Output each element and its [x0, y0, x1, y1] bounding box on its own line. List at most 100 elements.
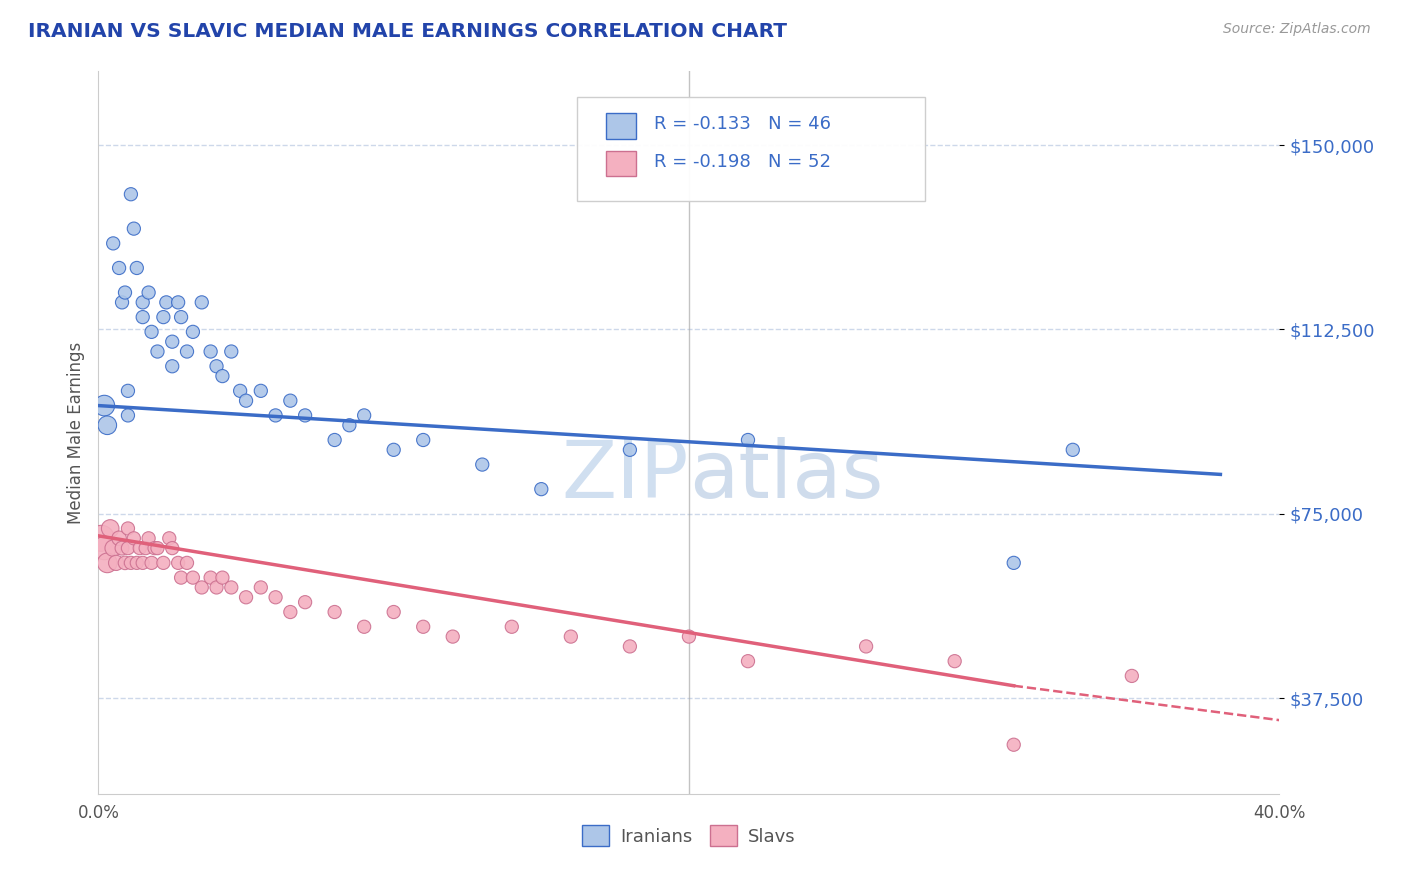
- Point: [146, 541, 169, 555]
- FancyBboxPatch shape: [576, 96, 925, 202]
- Point: [181, 571, 204, 585]
- Point: [155, 295, 177, 310]
- Point: [141, 325, 163, 339]
- Text: R = -0.133   N = 46: R = -0.133 N = 46: [654, 115, 831, 133]
- Point: [152, 310, 174, 325]
- Point: [96, 418, 118, 433]
- Point: [117, 541, 139, 555]
- Point: [135, 541, 157, 555]
- Point: [211, 571, 233, 585]
- Point: [323, 433, 346, 447]
- Point: [176, 344, 198, 359]
- Point: [250, 384, 273, 398]
- Point: [162, 334, 183, 349]
- FancyBboxPatch shape: [606, 113, 636, 138]
- Point: [1121, 669, 1143, 683]
- Point: [441, 630, 464, 644]
- Point: [138, 531, 160, 545]
- Text: ZIP: ZIP: [561, 437, 689, 515]
- Point: [120, 556, 142, 570]
- Point: [125, 556, 148, 570]
- Point: [855, 640, 877, 654]
- Point: [138, 285, 160, 300]
- Point: [152, 556, 174, 570]
- Text: R = -0.198   N = 52: R = -0.198 N = 52: [654, 153, 831, 170]
- Point: [132, 295, 155, 310]
- Point: [619, 442, 641, 457]
- Text: IRANIAN VS SLAVIC MEDIAN MALE EARNINGS CORRELATION CHART: IRANIAN VS SLAVIC MEDIAN MALE EARNINGS C…: [28, 22, 787, 41]
- Point: [471, 458, 494, 472]
- Point: [205, 581, 228, 595]
- FancyBboxPatch shape: [606, 151, 636, 176]
- Point: [117, 409, 139, 423]
- Point: [170, 310, 193, 325]
- Point: [117, 521, 139, 535]
- Text: atlas: atlas: [689, 437, 883, 515]
- Point: [211, 369, 233, 384]
- Point: [157, 531, 180, 545]
- Point: [560, 630, 582, 644]
- Point: [264, 409, 287, 423]
- Point: [108, 260, 131, 275]
- Point: [103, 541, 125, 555]
- Point: [132, 310, 155, 325]
- Point: [111, 541, 134, 555]
- Point: [93, 541, 115, 555]
- Point: [339, 418, 361, 433]
- Point: [737, 433, 759, 447]
- Point: [353, 620, 375, 634]
- Point: [114, 556, 136, 570]
- Point: [294, 595, 316, 609]
- Point: [143, 541, 166, 555]
- Point: [353, 409, 375, 423]
- Legend: Iranians, Slavs: Iranians, Slavs: [575, 818, 803, 854]
- Point: [181, 325, 204, 339]
- Point: [167, 556, 190, 570]
- Point: [141, 556, 163, 570]
- Point: [382, 605, 405, 619]
- Point: [200, 344, 222, 359]
- Point: [412, 433, 434, 447]
- Point: [619, 640, 641, 654]
- Point: [93, 399, 115, 413]
- Point: [323, 605, 346, 619]
- Point: [1002, 738, 1025, 752]
- Point: [162, 541, 183, 555]
- Point: [1002, 556, 1025, 570]
- Point: [98, 521, 121, 535]
- Point: [167, 295, 190, 310]
- Point: [125, 260, 148, 275]
- Point: [221, 581, 243, 595]
- Point: [229, 384, 252, 398]
- Point: [235, 393, 257, 408]
- Point: [117, 384, 139, 398]
- Point: [162, 359, 183, 374]
- Point: [108, 531, 131, 545]
- Text: Source: ZipAtlas.com: Source: ZipAtlas.com: [1223, 22, 1371, 37]
- Point: [412, 620, 434, 634]
- Point: [205, 359, 228, 374]
- Point: [678, 630, 700, 644]
- Point: [191, 581, 214, 595]
- Point: [128, 541, 150, 555]
- Point: [235, 591, 257, 605]
- Point: [170, 571, 193, 585]
- Point: [90, 531, 112, 545]
- Y-axis label: Median Male Earnings: Median Male Earnings: [66, 342, 84, 524]
- Point: [105, 556, 128, 570]
- Point: [146, 344, 169, 359]
- Point: [114, 285, 136, 300]
- Point: [294, 409, 316, 423]
- Point: [264, 591, 287, 605]
- Point: [132, 556, 155, 570]
- Point: [122, 221, 145, 235]
- Point: [280, 605, 302, 619]
- Point: [943, 654, 966, 668]
- Point: [191, 295, 214, 310]
- Point: [1062, 442, 1084, 457]
- Point: [221, 344, 243, 359]
- Point: [96, 556, 118, 570]
- Point: [280, 393, 302, 408]
- Point: [103, 236, 125, 251]
- Point: [111, 295, 134, 310]
